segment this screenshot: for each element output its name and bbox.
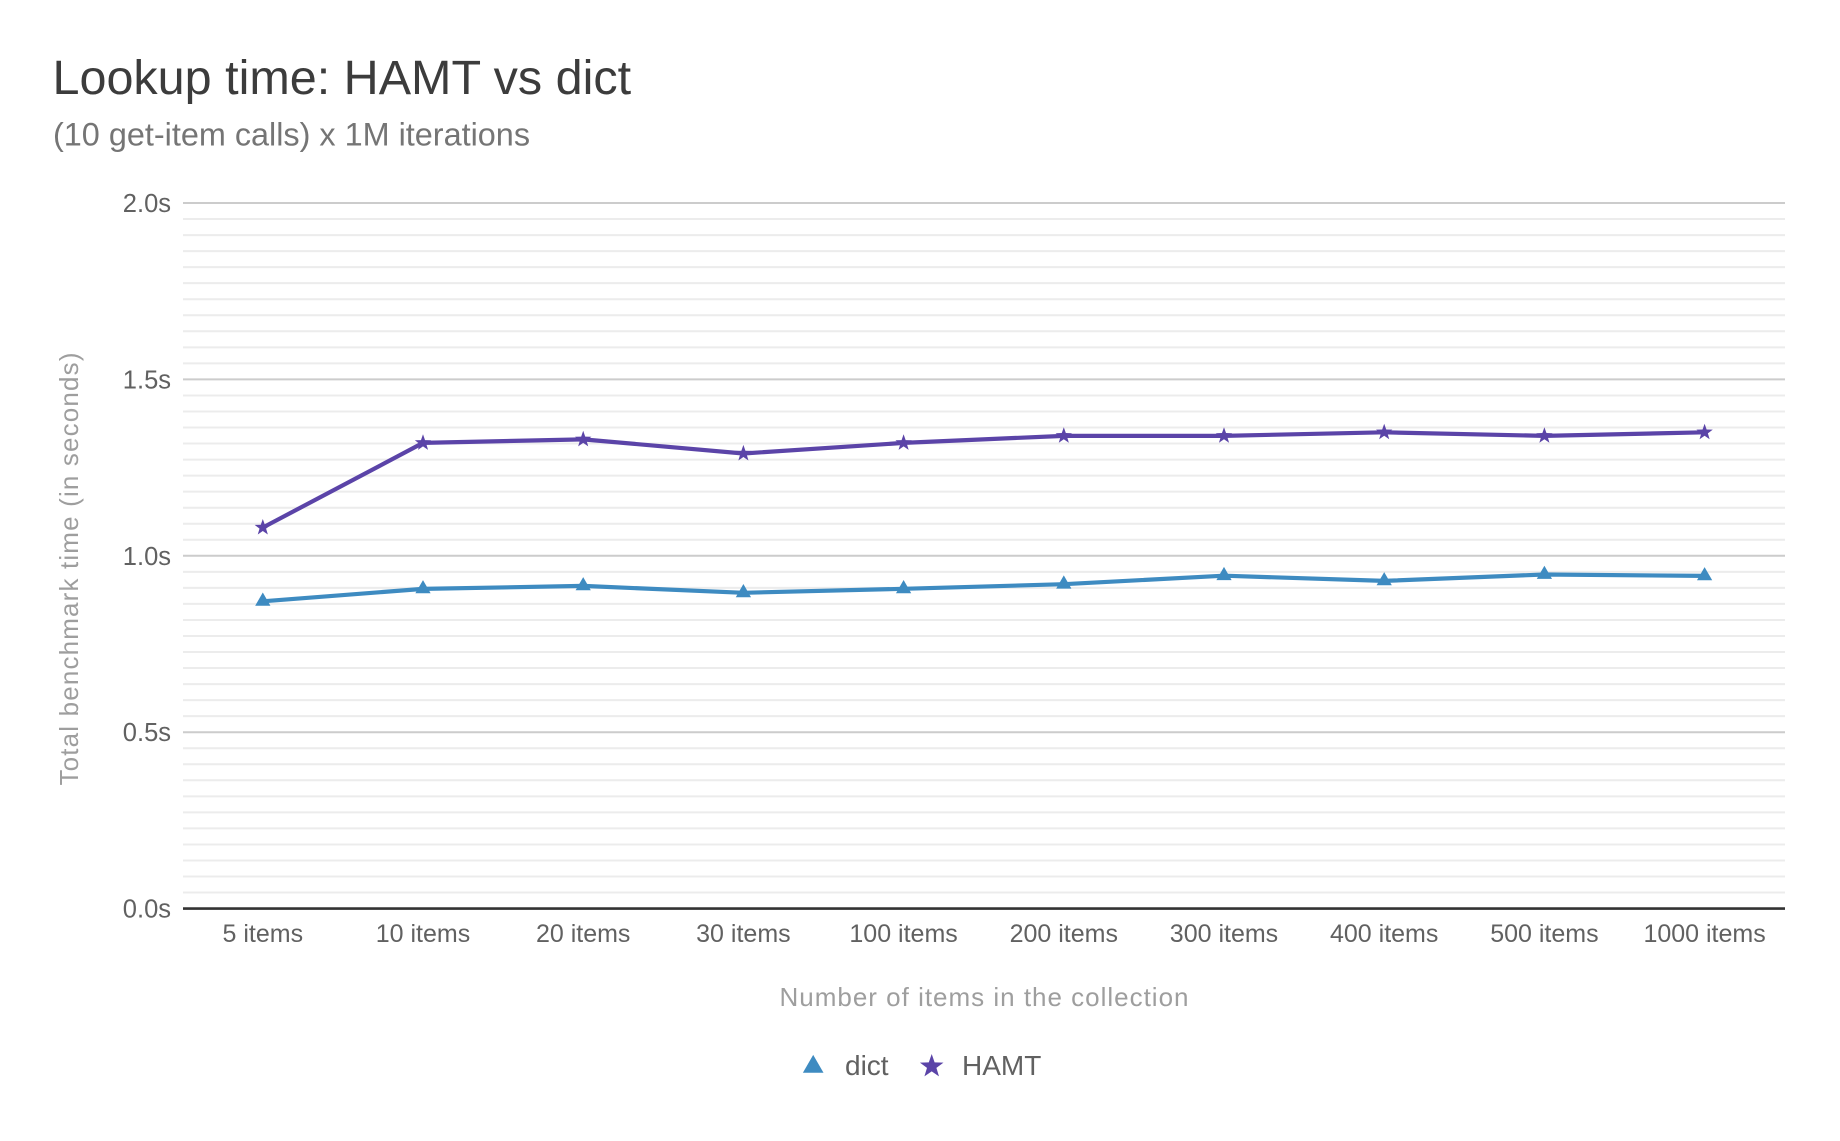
svg-text:0.0s: 0.0s — [123, 896, 171, 924]
svg-text:Lookup time: HAMT vs dict: Lookup time: HAMT vs dict — [53, 51, 632, 105]
svg-text:10 items: 10 items — [376, 920, 470, 948]
svg-text:20 items: 20 items — [536, 920, 630, 948]
svg-text:HAMT: HAMT — [962, 1050, 1041, 1081]
svg-text:1.5s: 1.5s — [123, 366, 171, 394]
svg-text:100 items: 100 items — [849, 920, 957, 948]
svg-text:200 items: 200 items — [1010, 920, 1118, 948]
svg-text:1.0s: 1.0s — [123, 543, 171, 571]
svg-text:(10 get-item calls) x 1M itera: (10 get-item calls) x 1M iterations — [53, 117, 530, 153]
svg-text:1000 items: 1000 items — [1643, 920, 1765, 948]
svg-text:Number of items in the collect: Number of items in the collection — [780, 982, 1189, 1012]
svg-text:500 items: 500 items — [1490, 920, 1598, 948]
svg-text:Total benchmark time (in secon: Total benchmark time (in seconds) — [54, 353, 84, 786]
svg-text:400 items: 400 items — [1330, 920, 1438, 948]
svg-text:0.5s: 0.5s — [123, 719, 171, 747]
svg-text:2.0s: 2.0s — [123, 190, 171, 218]
svg-text:5 items: 5 items — [223, 920, 304, 948]
svg-text:dict: dict — [845, 1050, 889, 1081]
svg-text:300 items: 300 items — [1170, 920, 1278, 948]
svg-text:30 items: 30 items — [696, 920, 790, 948]
